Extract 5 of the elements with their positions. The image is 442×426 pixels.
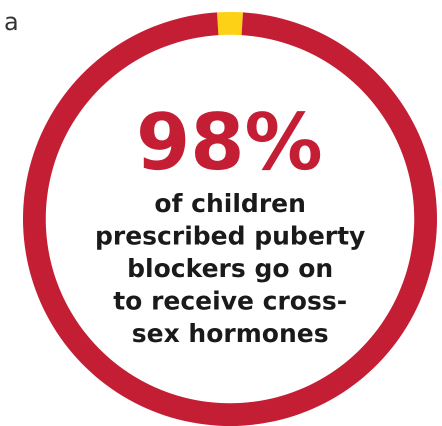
donut-slice xyxy=(23,12,437,426)
donut-slice xyxy=(217,12,243,36)
text: a xyxy=(4,8,19,36)
text: 98% xyxy=(136,98,323,188)
text: of children prescribed puberty blockers go on to receive cross- sex hormones xyxy=(95,189,366,348)
